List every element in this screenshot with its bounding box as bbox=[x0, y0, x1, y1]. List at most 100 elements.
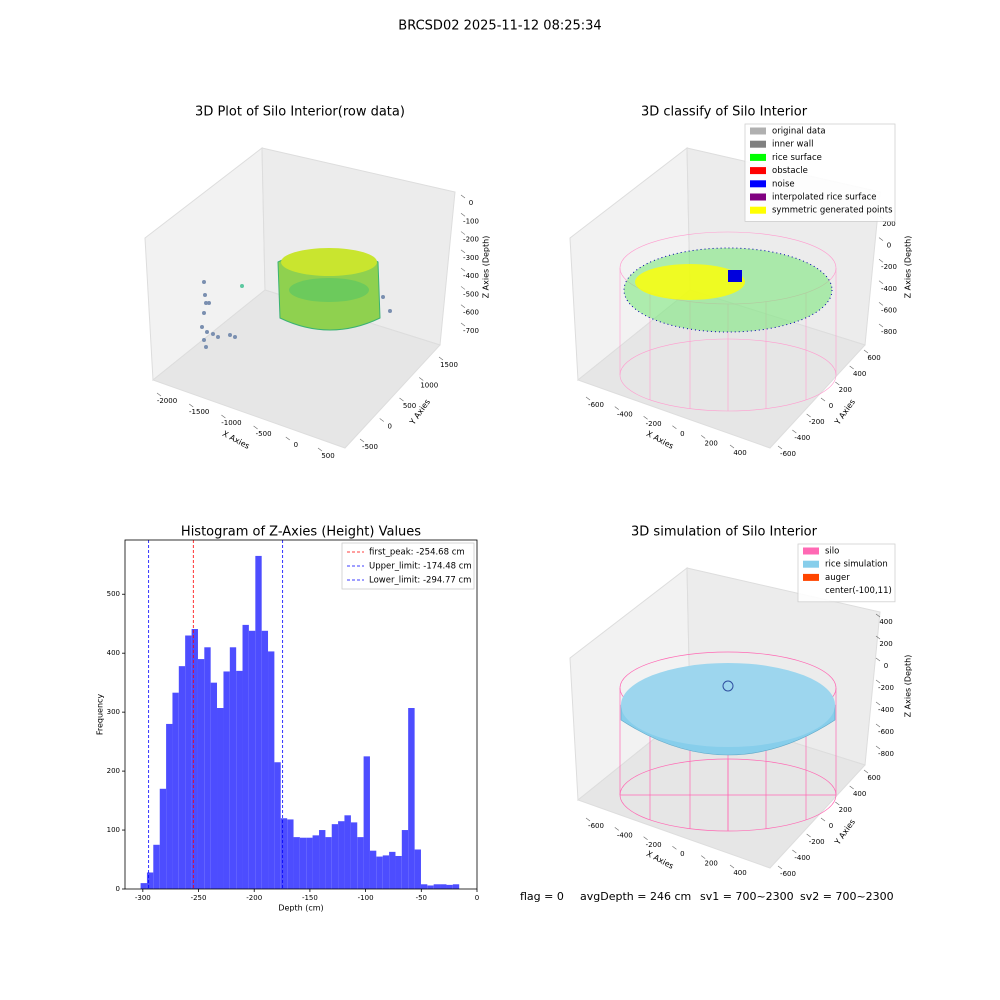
chart-title: 3D classify of Silo Interior bbox=[641, 105, 808, 120]
tick-label: 500 bbox=[321, 452, 334, 460]
tick-label: -600 bbox=[588, 401, 604, 409]
tick-mark bbox=[820, 397, 826, 402]
tick-mark bbox=[863, 349, 869, 354]
bar bbox=[287, 819, 294, 889]
footer-text: sv1 = 700~2300 bbox=[700, 890, 794, 903]
legend-swatch bbox=[750, 206, 766, 214]
axis-title: Z Axies (Depth) bbox=[904, 236, 913, 299]
tick-mark bbox=[460, 231, 466, 235]
bar bbox=[274, 762, 281, 889]
tick-mark bbox=[878, 302, 884, 306]
tick-label: 1000 bbox=[420, 382, 438, 390]
tick-mark bbox=[460, 322, 466, 327]
y-tick-label: 400 bbox=[107, 649, 120, 657]
tick-mark bbox=[359, 438, 365, 443]
tick-mark bbox=[585, 817, 591, 822]
tick-mark bbox=[878, 237, 884, 241]
legend-label: center(-100,11) bbox=[825, 586, 892, 596]
tick-mark bbox=[460, 249, 466, 254]
tick-label: 500 bbox=[403, 402, 416, 410]
tick-mark bbox=[614, 827, 619, 831]
tick-label: -500 bbox=[463, 290, 479, 298]
footer-text: avgDepth = 246 cm bbox=[580, 890, 691, 903]
bar bbox=[306, 837, 313, 889]
y-tick-label: 200 bbox=[107, 767, 120, 775]
tick-label: -1000 bbox=[221, 419, 241, 427]
tick-label: -400 bbox=[617, 831, 633, 839]
tick-label: -400 bbox=[794, 434, 810, 442]
bar bbox=[395, 855, 402, 889]
point-cloud bbox=[289, 278, 369, 302]
tick-label: -500 bbox=[256, 430, 272, 438]
tick-label: 0 bbox=[469, 199, 473, 207]
figure-title: BRCSD02 2025-11-12 08:25:34 bbox=[398, 19, 601, 34]
tick-mark bbox=[806, 413, 811, 418]
tick-mark bbox=[419, 377, 424, 381]
tick-label: -600 bbox=[881, 306, 897, 314]
chart-title: 3D Plot of Silo Interior(row data) bbox=[195, 105, 405, 120]
tick-label: -600 bbox=[588, 822, 604, 830]
bar bbox=[229, 647, 237, 889]
legend-swatch bbox=[750, 140, 766, 148]
bar bbox=[223, 671, 230, 889]
bar bbox=[440, 884, 447, 889]
y-tick-label: 300 bbox=[107, 708, 120, 716]
bar bbox=[427, 885, 434, 889]
tick-label: -500 bbox=[362, 443, 378, 451]
x-tick-label: -250 bbox=[191, 894, 207, 902]
pane bbox=[151, 289, 441, 449]
bar bbox=[382, 855, 390, 889]
legend-swatch bbox=[750, 193, 766, 201]
bar bbox=[293, 837, 300, 889]
tick-mark bbox=[643, 415, 648, 420]
bar bbox=[331, 824, 339, 889]
bar bbox=[210, 682, 218, 889]
axis-title: Z Axies (Depth) bbox=[482, 236, 491, 299]
legend-swatch bbox=[750, 180, 766, 188]
tick-mark bbox=[878, 323, 884, 328]
bar bbox=[172, 692, 179, 889]
tick-mark bbox=[460, 267, 466, 272]
tick-mark bbox=[672, 845, 677, 850]
tick-label: -1500 bbox=[189, 408, 209, 416]
tick-mark bbox=[701, 435, 706, 439]
tick-mark bbox=[701, 855, 706, 859]
bar bbox=[363, 756, 370, 889]
x-axis-title: Depth (cm) bbox=[278, 904, 323, 913]
tick-label: -200 bbox=[809, 838, 825, 846]
tick-label: -600 bbox=[780, 450, 796, 458]
tick-label: 400 bbox=[853, 790, 866, 798]
axis-title: Y Axies bbox=[832, 818, 857, 848]
bar bbox=[350, 822, 358, 889]
legend-label: Upper_limit: -174.48 cm bbox=[369, 562, 472, 572]
tick-label: -400 bbox=[617, 411, 633, 419]
bar bbox=[408, 708, 415, 889]
tick-label: -200 bbox=[463, 236, 479, 244]
bar bbox=[268, 651, 275, 889]
bar bbox=[389, 851, 396, 889]
tick-mark bbox=[221, 414, 226, 419]
tick-mark bbox=[878, 258, 884, 263]
legend-swatch bbox=[803, 547, 819, 555]
bar bbox=[159, 788, 167, 889]
tick-mark bbox=[792, 429, 797, 434]
tick-label: 0 bbox=[680, 430, 684, 438]
obstacle-points bbox=[728, 270, 742, 282]
tick-mark bbox=[156, 392, 162, 397]
legend-label: auger bbox=[825, 573, 850, 583]
tick-label: 0 bbox=[829, 402, 833, 410]
bar bbox=[185, 635, 192, 889]
tick-label: -600 bbox=[780, 870, 796, 878]
bar bbox=[204, 647, 211, 889]
bar bbox=[197, 659, 205, 889]
axis-title: X Axies bbox=[645, 429, 675, 451]
point-cloud bbox=[635, 264, 745, 300]
chart-title: 3D simulation of Silo Interior bbox=[631, 525, 818, 540]
tick-mark bbox=[878, 280, 884, 285]
tick-label: -300 bbox=[463, 254, 479, 262]
bar bbox=[344, 815, 351, 889]
tick-mark bbox=[460, 213, 466, 217]
tick-label: 400 bbox=[733, 869, 746, 877]
tick-mark bbox=[438, 356, 444, 361]
tick-label: 400 bbox=[853, 370, 866, 378]
